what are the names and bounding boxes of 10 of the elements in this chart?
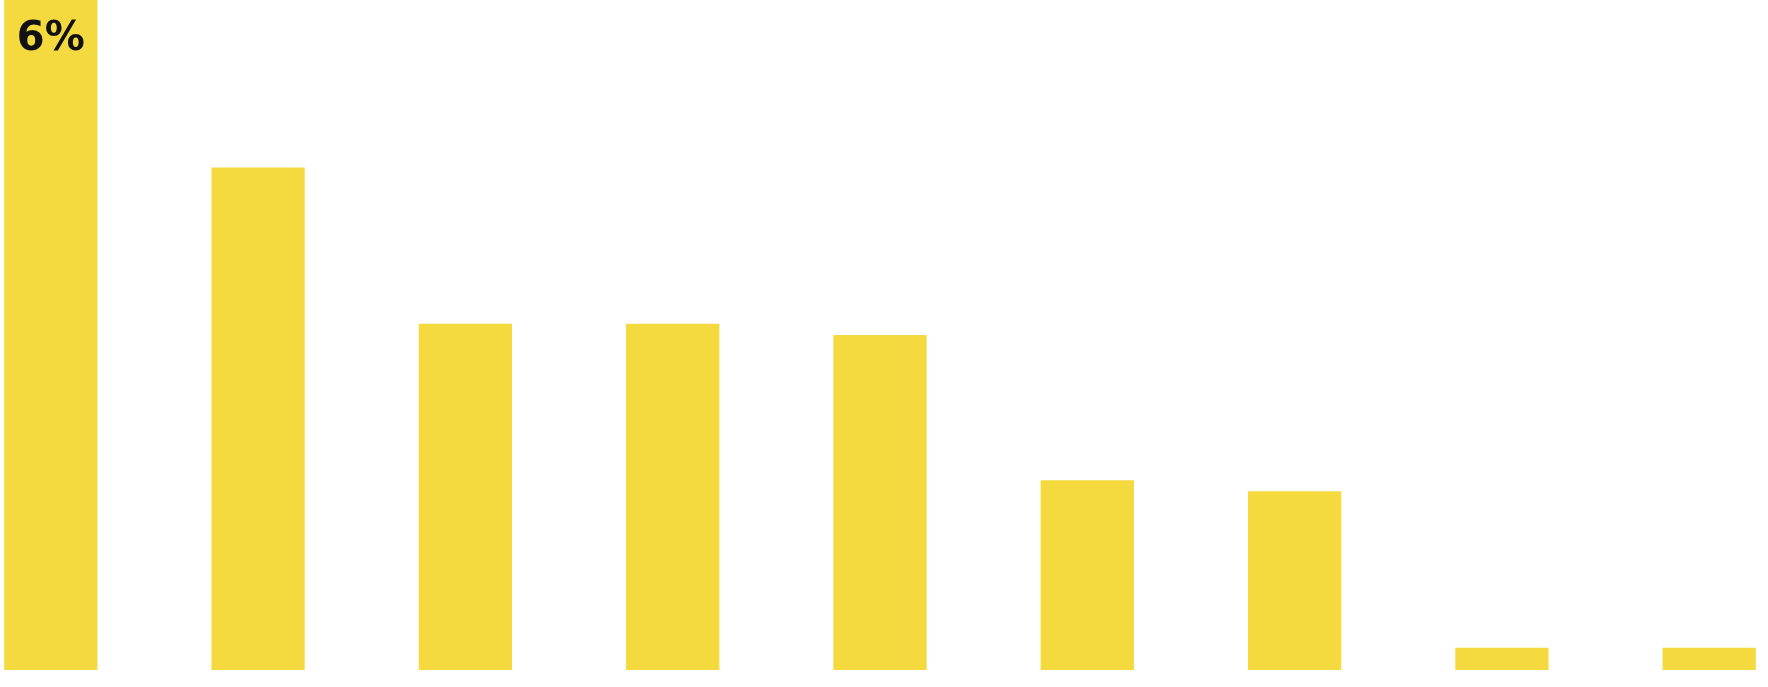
bar xyxy=(1662,647,1756,670)
bar xyxy=(418,323,513,670)
bar xyxy=(211,167,305,670)
bar xyxy=(4,0,98,670)
bar xyxy=(833,335,927,670)
data-label: 6% xyxy=(16,13,85,59)
bar xyxy=(626,323,720,670)
bar xyxy=(1040,480,1134,670)
bar xyxy=(1247,491,1342,670)
bar xyxy=(1455,647,1549,670)
